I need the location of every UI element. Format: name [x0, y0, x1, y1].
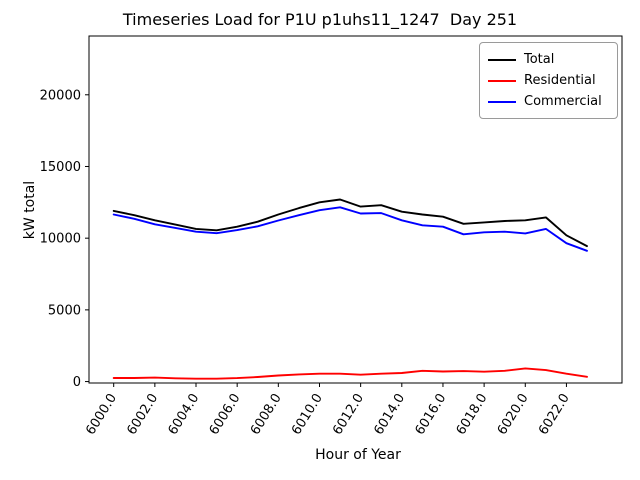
legend: Total Residential Commercial	[479, 42, 618, 119]
x-tick-label: 6020.0	[495, 391, 532, 438]
commercial-line-swatch	[488, 100, 516, 103]
x-tick-label: 6006.0	[207, 391, 244, 438]
legend-label-total: Total	[524, 52, 555, 67]
legend-item-total: Total	[488, 49, 609, 70]
y-tick-label: 15000	[40, 160, 81, 175]
series-line-commercial	[112, 206, 588, 252]
residential-line-swatch	[488, 79, 516, 82]
y-tick-label: 10000	[40, 232, 81, 247]
x-tick-label: 6002.0	[124, 391, 161, 438]
series-line-residential	[112, 367, 588, 380]
x-tick-label: 6010.0	[289, 391, 326, 438]
chart-title: Timeseries Load for P1U p1uhs11_1247 Day…	[122, 10, 518, 29]
x-tick-label: 6004.0	[166, 391, 203, 438]
x-tick-label: 6012.0	[330, 391, 367, 438]
x-tick-label: 6016.0	[413, 391, 450, 438]
legend-label-commercial: Commercial	[524, 94, 602, 109]
x-tick-label: 6008.0	[248, 391, 285, 438]
x-axis-label: Hour of Year	[315, 447, 401, 463]
total-line-swatch	[488, 58, 516, 61]
axes-box	[88, 35, 623, 384]
series-line-total	[112, 198, 588, 248]
y-tick-label: 0	[73, 375, 81, 390]
legend-item-commercial: Commercial	[488, 91, 609, 112]
x-tick-label: 6018.0	[454, 391, 491, 438]
y-tick-label: 5000	[48, 303, 81, 318]
legend-label-residential: Residential	[524, 73, 596, 88]
y-axis-label: kW total	[22, 180, 38, 240]
x-tick-label: 6014.0	[371, 391, 408, 438]
legend-item-residential: Residential	[488, 70, 609, 91]
y-tick-label: 20000	[40, 88, 81, 103]
x-tick-label: 6000.0	[83, 391, 120, 438]
x-tick-label: 6022.0	[536, 391, 573, 438]
